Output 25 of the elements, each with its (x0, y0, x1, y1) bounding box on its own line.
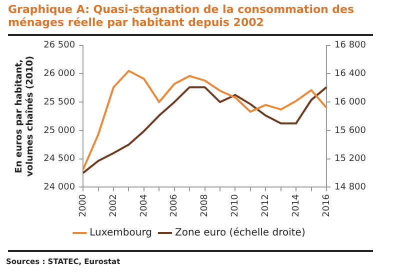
x-tick-label: 2012 (261, 194, 271, 217)
x-tick-label: 2006 (170, 194, 180, 217)
x-tick-label: 2010 (230, 194, 241, 217)
y2-tick-label: 16 000 (334, 97, 366, 108)
y2-tick-label: 14 800 (334, 182, 366, 192)
y-tick-label: 25 000 (44, 126, 76, 136)
x-tick-label: 2004 (139, 194, 150, 217)
y2-tick-label: 15 600 (334, 126, 366, 136)
y2-tick-label: 16 800 (334, 40, 366, 51)
x-tick-label: 2008 (200, 194, 210, 217)
y-tick-label: 24 000 (44, 182, 76, 192)
y2-tick-label: 16 400 (334, 69, 366, 80)
y2-tick-label: 15 200 (334, 154, 366, 164)
y-axis-title: En euros par habitant, volumes chaînés (2010) (14, 56, 36, 177)
x-tick-label: 2014 (291, 194, 302, 217)
x-tick-label: 2002 (108, 194, 119, 217)
y-tick-label: 26 000 (44, 69, 76, 80)
legend-label: Luxembourg (90, 228, 152, 239)
legend-label: Zone euro (échelle droite) (174, 228, 306, 239)
y-tick-label: 24 500 (44, 154, 76, 164)
x-tick-label: 2000 (78, 194, 88, 217)
chart-title: Graphique A: Quasi-stagnation de la consommation des ménages réelle par habitant depuis 2002 (8, 3, 373, 36)
x-tick-label: 2016 (322, 194, 332, 217)
y-tick-label: 25 500 (44, 97, 76, 108)
y-tick-label: 26 500 (44, 40, 76, 51)
